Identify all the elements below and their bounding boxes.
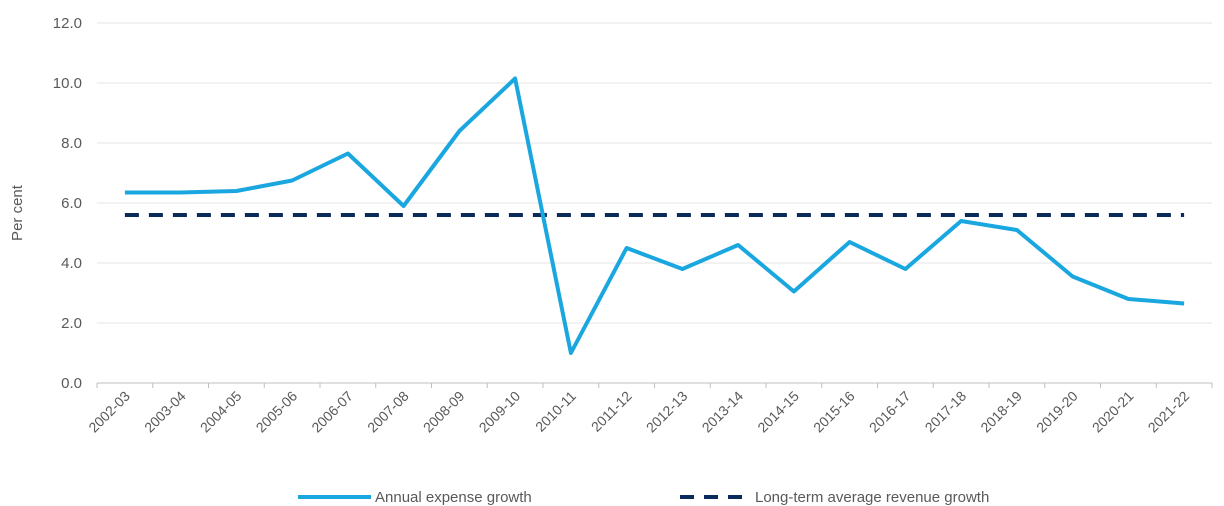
x-tick-label: 2003-04 [141, 388, 189, 436]
x-tick-label: 2011-12 [588, 388, 635, 435]
y-tick-label: 8.0 [61, 135, 82, 152]
y-tick-label: 4.0 [61, 255, 82, 272]
y-axis-title: Per cent [9, 184, 26, 241]
x-tick-label: 2021-22 [1145, 388, 1193, 436]
x-tick-label: 2008-09 [420, 388, 468, 436]
legend: Annual expense growth Long-term average r… [298, 489, 989, 506]
x-tick-label: 2012-13 [643, 388, 691, 436]
y-tick-label: 12.0 [53, 15, 82, 32]
x-tick-label: 2010-11 [532, 388, 579, 435]
x-tick-label: 2005-06 [253, 388, 301, 436]
y-tick-label: 10.0 [53, 75, 82, 92]
x-tick-label: 2016-17 [866, 388, 914, 436]
y-tick-label: 6.0 [61, 195, 82, 212]
series-lines [124, 76, 1185, 355]
x-axis: 2002-03 2003-04 2004-05 2005-06 2006-07 2007-… [85, 383, 1213, 436]
y-tick-label: 2.0 [61, 315, 82, 332]
y-axis-ticks: 0.0 2.0 4.0 6.0 8.0 10.0 12.0 [53, 15, 82, 392]
x-tick-label: 2020-21 [1089, 388, 1137, 436]
y-tick-label: 0.0 [61, 375, 82, 392]
legend-label: Annual expense growth [375, 489, 532, 506]
gridlines [97, 22, 1212, 384]
x-tick-label: 2019-20 [1033, 388, 1081, 436]
x-tick-label: 2017-18 [922, 388, 970, 436]
x-tick-label: 2002-03 [85, 388, 133, 436]
x-tick-label: 2009-10 [476, 388, 524, 436]
x-tick-label: 2007-08 [364, 388, 412, 436]
x-tick-label: 2014-15 [754, 388, 802, 436]
x-tick-label: 2006-07 [308, 388, 356, 436]
annual-expense-growth-line [124, 76, 1185, 355]
legend-label: Long-term average revenue growth [755, 489, 989, 506]
x-tick-label: 2018-19 [977, 388, 1025, 436]
x-tick-label: 2013-14 [699, 388, 747, 436]
x-tick-label: 2015-16 [810, 388, 858, 436]
x-tick-label: 2004-05 [197, 388, 245, 436]
